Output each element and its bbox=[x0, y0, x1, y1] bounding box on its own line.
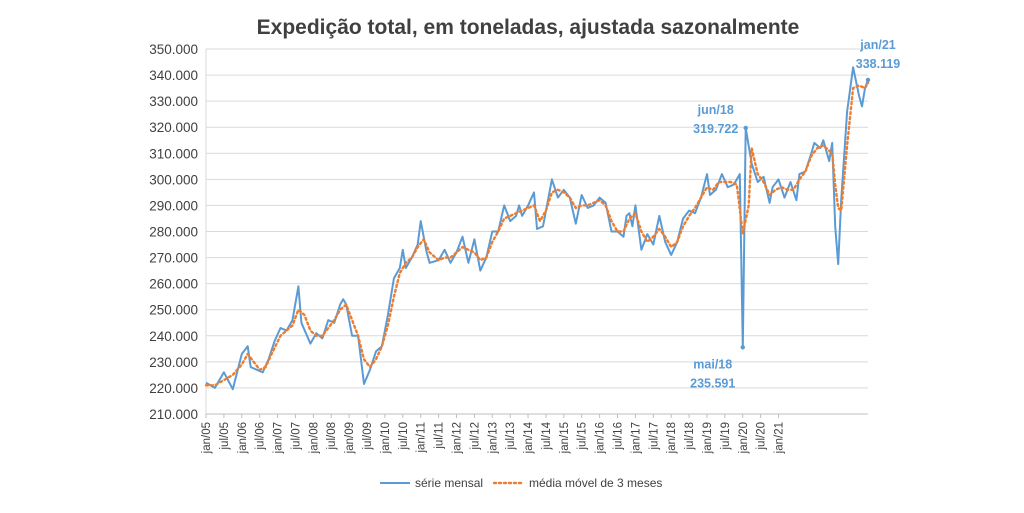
y-tick-label: 210.000 bbox=[149, 407, 198, 422]
x-tick-label: jan/06 bbox=[237, 422, 249, 454]
y-tick-label: 280.000 bbox=[149, 225, 198, 240]
y-tick-label: 300.000 bbox=[149, 172, 198, 187]
x-tick-label: jan/10 bbox=[380, 422, 392, 454]
chart-title: Expedição total, em toneladas, ajustada … bbox=[256, 16, 800, 39]
x-tick-label: jul/12 bbox=[469, 422, 481, 451]
x-tick-label: jan/12 bbox=[451, 422, 463, 454]
series-line-media-movel bbox=[204, 81, 870, 387]
x-tick-label: jan/07 bbox=[273, 422, 285, 454]
x-tick-label: jul/06 bbox=[255, 422, 267, 451]
legend-label: média móvel de 3 meses bbox=[529, 476, 662, 490]
x-tick-label: jan/11 bbox=[416, 422, 428, 453]
y-tick-label: 260.000 bbox=[149, 277, 198, 292]
x-tick-label: jul/18 bbox=[684, 422, 696, 451]
x-tick-label: jul/05 bbox=[219, 422, 231, 451]
x-tick-label: jan/14 bbox=[523, 421, 535, 454]
y-axis: 210.000 220.000 230.000 240.000 250.000 260.0… bbox=[149, 42, 207, 422]
x-tick-label: jan/20 bbox=[738, 422, 750, 454]
x-tick-label: jan/05 bbox=[201, 422, 213, 454]
annotation-value: 338.119 bbox=[856, 57, 901, 71]
annotation-marker bbox=[743, 125, 748, 131]
annotation-label: mai/18 bbox=[693, 357, 732, 371]
y-tick-label: 310.000 bbox=[149, 146, 198, 161]
y-tick-label: 240.000 bbox=[149, 329, 198, 344]
annotation-value: 319.722 bbox=[693, 122, 738, 136]
annotation-value: 235.591 bbox=[690, 376, 735, 390]
annotation-marker bbox=[740, 345, 745, 350]
x-tick-label: jul/16 bbox=[613, 422, 625, 451]
y-tick-label: 250.000 bbox=[149, 303, 198, 318]
y-tick-label: 350.000 bbox=[149, 42, 198, 57]
x-tick-label: jan/13 bbox=[487, 422, 499, 454]
series-lines bbox=[204, 66, 870, 391]
x-tick-label: jul/07 bbox=[290, 422, 302, 451]
annotation-marker bbox=[865, 77, 871, 83]
y-tick-label: 270.000 bbox=[149, 251, 198, 266]
x-tick-label: jan/19 bbox=[702, 422, 714, 454]
x-tick-label: jan/21 bbox=[774, 422, 786, 454]
x-tick-label: jul/08 bbox=[326, 422, 338, 451]
y-tick-label: 320.000 bbox=[149, 120, 198, 135]
legend: série mensal média móvel de 3 meses bbox=[380, 476, 662, 490]
y-tick-label: 230.000 bbox=[149, 355, 198, 370]
x-tick-label: jul/17 bbox=[648, 422, 660, 451]
y-tick-label: 290.000 bbox=[149, 198, 198, 213]
series-line-serie-mensal bbox=[205, 66, 869, 391]
annotations: jun/18 319.722 mai/18 235.591 jan/21 338.119 bbox=[690, 38, 900, 390]
y-tick-label: 220.000 bbox=[149, 381, 198, 396]
x-tick-label: jul/11 bbox=[434, 422, 446, 450]
x-tick-label: jan/17 bbox=[630, 422, 642, 454]
x-tick-label: jul/14 bbox=[541, 421, 553, 450]
x-tick-label: jul/20 bbox=[756, 422, 768, 451]
y-tick-label: 330.000 bbox=[149, 94, 198, 109]
annotation-label: jun/18 bbox=[697, 103, 734, 117]
x-tick-label: jan/15 bbox=[559, 422, 571, 454]
x-tick-label: jul/15 bbox=[577, 422, 589, 451]
x-tick-label: jul/10 bbox=[398, 422, 410, 451]
x-tick-label: jul/19 bbox=[720, 422, 732, 451]
annotation-label: jan/21 bbox=[859, 38, 895, 52]
x-tick-label: jan/08 bbox=[308, 422, 320, 454]
x-tick-label: jul/09 bbox=[362, 422, 374, 451]
x-axis: jan/05 jul/05 jan/06 jul/06 jan/07 jul/07 jan/… bbox=[201, 413, 868, 454]
x-tick-label: jul/13 bbox=[505, 422, 517, 451]
x-tick-label: jan/09 bbox=[344, 422, 356, 454]
gridlines bbox=[206, 48, 868, 415]
x-tick-label: jan/18 bbox=[666, 422, 678, 454]
legend-label: série mensal bbox=[415, 476, 483, 490]
x-tick-label: jan/16 bbox=[595, 422, 607, 454]
y-tick-label: 340.000 bbox=[149, 68, 198, 83]
